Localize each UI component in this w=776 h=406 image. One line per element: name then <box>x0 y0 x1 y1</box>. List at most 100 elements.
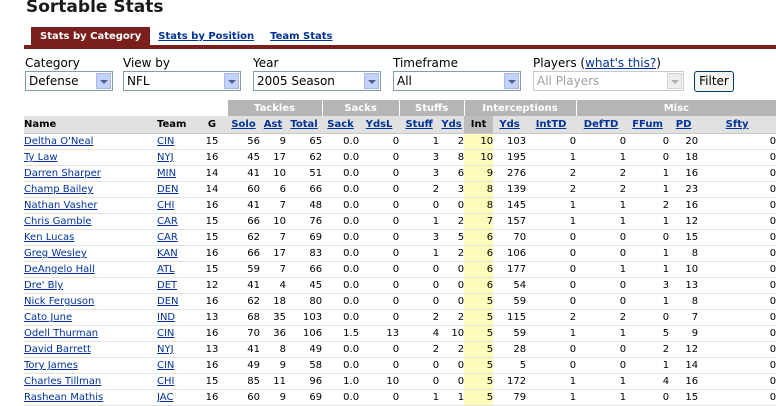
table-row: Darren Sharper MIN 14 41 10 51 0.0 0 3 6 9 276 2 2 1 16… <box>24 165 776 182</box>
viewby-select[interactable]: NFL <box>123 71 241 91</box>
player-name-link[interactable]: Rashean Mathis <box>24 389 157 406</box>
ffum-cell: 0 <box>626 149 670 166</box>
inttd-cell: 0 <box>526 133 577 150</box>
total-cell: 76 <box>286 213 323 230</box>
player-name-link[interactable]: Nathan Vasher <box>24 197 157 214</box>
total-cell: 69 <box>286 389 323 406</box>
team-link[interactable]: DEN <box>157 181 197 198</box>
team-link[interactable]: JAC <box>157 389 197 406</box>
total-cell: 103 <box>286 309 323 326</box>
solo-cell: 41 <box>227 165 261 182</box>
player-name-link[interactable]: Tory James <box>24 357 157 374</box>
viewby-select-value: NFL <box>127 74 150 88</box>
team-link[interactable]: ATL <box>157 261 197 278</box>
team-link[interactable]: IND <box>157 309 197 326</box>
deftd-cell: 0 <box>576 341 627 358</box>
column-header-deftd[interactable]: DefTD <box>576 116 627 134</box>
column-header-ydsl[interactable]: YdsL <box>359 116 400 134</box>
player-name-link[interactable]: Champ Bailey <box>24 181 157 198</box>
player-name-link[interactable]: Darren Sharper <box>24 165 157 182</box>
stuff-cell: 1 <box>399 213 440 230</box>
sack-cell: 0.0 <box>322 149 360 166</box>
total-cell: 65 <box>286 133 323 150</box>
tab-team-stats[interactable]: Team Stats <box>270 31 333 42</box>
player-name-link[interactable]: Nick Ferguson <box>24 293 157 310</box>
filter-button[interactable]: Filter <box>694 71 734 92</box>
column-header-inttd[interactable]: IntTD <box>526 116 577 134</box>
table-row: Greg Wesley KAN 16 66 17 83 0.0 0 1 2 6 106 0 0 1 8 0 <box>24 245 776 262</box>
ydsl-cell: 0 <box>359 133 400 150</box>
column-header-sfty[interactable]: Sfty <box>698 116 776 134</box>
int-cell: 5 <box>464 293 494 310</box>
team-link[interactable]: DET <box>157 277 197 294</box>
column-header-solo[interactable]: Solo <box>227 116 261 134</box>
team-link[interactable]: CIN <box>157 325 197 342</box>
int-cell: 10 <box>464 149 494 166</box>
player-name-link[interactable]: Chris Gamble <box>24 213 157 230</box>
group-header-interceptions: Interceptions <box>463 100 577 116</box>
solo-cell: 60 <box>227 389 261 406</box>
team-link[interactable]: MIN <box>157 165 197 182</box>
ydsl-cell: 0 <box>359 277 400 294</box>
ydsl-cell: 13 <box>359 325 400 342</box>
tab-stats-by-position[interactable]: Stats by Position <box>158 31 255 42</box>
group-header-misc: Misc <box>575 100 776 116</box>
team-link[interactable]: CAR <box>157 229 197 246</box>
column-header-int-yds[interactable]: Yds <box>493 116 527 134</box>
ydsl-cell: 0 <box>359 261 400 278</box>
player-name-link[interactable]: Ken Lucas <box>24 229 157 246</box>
sack-cell: 0.0 <box>322 197 360 214</box>
team-link[interactable]: KAN <box>157 245 197 262</box>
table-row: Cato June IND 13 68 35 103 0.0 0 2 2 5 115 2 2 0 7 0 <box>24 309 776 326</box>
team-link[interactable]: CIN <box>157 357 197 374</box>
stuff-cell: 0 <box>399 373 440 390</box>
sfty-cell: 0 <box>698 325 776 342</box>
category-select[interactable]: Defense <box>25 71 113 91</box>
player-name-link[interactable]: Greg Wesley <box>24 245 157 262</box>
team-link[interactable]: NYJ <box>157 149 197 166</box>
column-header-stuff-yds[interactable]: Yds <box>439 116 465 134</box>
player-name-link[interactable]: Cato June <box>24 309 157 326</box>
player-name-link[interactable]: Ty Law <box>24 149 157 166</box>
year-select[interactable]: 2005 Season <box>253 71 381 91</box>
players-help-link[interactable]: what's this? <box>585 56 657 70</box>
ydsl-cell: 0 <box>359 149 400 166</box>
ydsl-cell: 0 <box>359 341 400 358</box>
timeframe-select[interactable]: All <box>393 71 521 91</box>
column-header-ast[interactable]: Ast <box>260 116 287 134</box>
player-name-link[interactable]: Dre' Bly <box>24 277 157 294</box>
games-cell: 14 <box>197 165 228 182</box>
int-yds-cell: 172 <box>493 373 527 390</box>
timeframe-label: Timeframe <box>393 56 458 70</box>
player-name-link[interactable]: Charles Tillman <box>24 373 157 390</box>
pd-cell: 8 <box>669 293 699 310</box>
column-header-total[interactable]: Total <box>286 116 323 134</box>
ffum-cell: 1 <box>626 293 670 310</box>
team-link[interactable]: CAR <box>157 213 197 230</box>
player-name-link[interactable]: DeAngelo Hall <box>24 261 157 278</box>
player-name-link[interactable]: David Barrett <box>24 341 157 358</box>
ffum-cell: 0 <box>626 133 670 150</box>
team-link[interactable]: CIN <box>157 133 197 150</box>
column-header-ffum[interactable]: FFum <box>626 116 670 134</box>
ast-cell: 18 <box>260 293 287 310</box>
solo-cell: 70 <box>227 325 261 342</box>
column-header-pd[interactable]: PD <box>669 116 699 134</box>
solo-cell: 41 <box>227 277 261 294</box>
int-cell: 8 <box>464 197 494 214</box>
team-link[interactable]: NYJ <box>157 341 197 358</box>
team-link[interactable]: DEN <box>157 293 197 310</box>
column-header-games: G <box>197 116 228 134</box>
ast-cell: 17 <box>260 149 287 166</box>
stuff-yds-cell: 10 <box>439 325 465 342</box>
team-link[interactable]: CHI <box>157 373 197 390</box>
pd-cell: 23 <box>669 181 699 198</box>
column-header-stuff[interactable]: Stuff <box>399 116 440 134</box>
tab-stats-by-category[interactable]: Stats by Category <box>31 27 151 46</box>
team-link[interactable]: CHI <box>157 197 197 214</box>
player-name-link[interactable]: Odell Thurman <box>24 325 157 342</box>
column-header-sack[interactable]: Sack <box>322 116 360 134</box>
stuff-yds-cell: 0 <box>439 357 465 374</box>
pd-cell: 7 <box>669 309 699 326</box>
player-name-link[interactable]: Deltha O'Neal <box>24 133 157 150</box>
